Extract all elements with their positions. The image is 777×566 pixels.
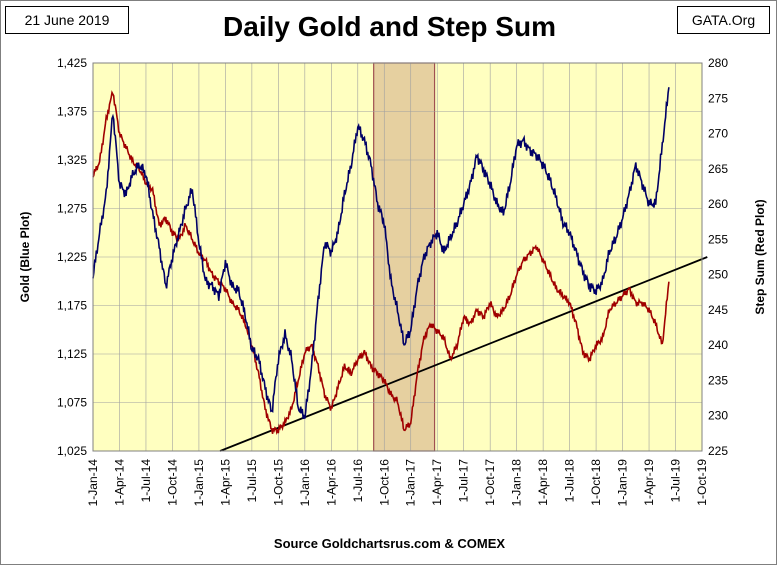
step-sum-series-line [92, 90, 670, 436]
right-tick-label: 225 [708, 444, 728, 458]
left-tick-label: 1,025 [57, 444, 87, 458]
x-tick-label: 1-Jan-17 [404, 459, 418, 507]
x-tick-label: 1-Oct-15 [271, 459, 285, 506]
x-tick-label: 1-Apr-14 [112, 459, 126, 506]
left-axis-ticks: 1,025 1,075 1,125 1,175 1,225 1,275 1,325 1,375… [57, 56, 87, 458]
right-axis-label: Step Sum (Red Plot) [753, 199, 767, 314]
x-tick-label: 1-Jul-17 [457, 459, 471, 503]
left-tick-label: 1,425 [57, 56, 87, 70]
x-axis-ticks: 1-Jan-14 1-Apr-14 1-Jul-14 1-Oct-14 1-Jan-15… [86, 459, 709, 507]
x-tick-label: 1-Oct-17 [483, 459, 497, 506]
date-label: 21 June 2019 [5, 6, 129, 34]
brand-label: GATA.Org [677, 6, 770, 34]
x-tick-label: 1-Jan-14 [86, 459, 100, 507]
right-tick-label: 240 [708, 338, 728, 352]
x-tick-label: 1-Apr-19 [642, 459, 656, 506]
x-tick-label: 1-Oct-16 [377, 459, 391, 506]
x-tick-label: 1-Jul-19 [669, 459, 683, 503]
left-tick-label: 1,075 [57, 396, 87, 410]
gold-series-line [92, 87, 670, 420]
right-tick-label: 275 [708, 91, 728, 105]
right-tick-label: 265 [708, 162, 728, 176]
chart-title: Daily Gold and Step Sum [223, 11, 556, 42]
x-tick-label: 1-Jul-16 [351, 459, 365, 503]
right-tick-label: 280 [708, 56, 728, 70]
x-tick-label: 1-Apr-18 [536, 459, 550, 506]
right-tick-label: 250 [708, 268, 728, 282]
x-tick-label: 1-Jul-14 [139, 459, 153, 503]
left-tick-label: 1,375 [57, 105, 87, 119]
x-tick-label: 1-Jan-19 [616, 459, 630, 507]
right-tick-label: 255 [708, 232, 728, 246]
right-tick-label: 270 [708, 127, 728, 141]
left-tick-label: 1,325 [57, 153, 87, 167]
x-tick-label: 1-Oct-14 [165, 459, 179, 506]
x-tick-label: 1-Jan-18 [510, 459, 524, 507]
left-tick-label: 1,175 [57, 299, 87, 313]
left-tick-label: 1,275 [57, 202, 87, 216]
right-tick-label: 245 [708, 303, 728, 317]
x-tick-label: 1-Jan-16 [298, 459, 312, 507]
source-note: Source Goldchartsrus.com & COMEX [273, 536, 506, 551]
x-tick-label: 1-Jan-15 [192, 459, 206, 507]
right-tick-label: 235 [708, 373, 728, 387]
x-tick-label: 1-Oct-18 [589, 459, 603, 506]
x-tick-label: 1-Apr-16 [324, 459, 338, 506]
plot-border [92, 62, 703, 452]
trend-line [219, 256, 708, 452]
left-tick-label: 1,225 [57, 250, 87, 264]
x-tick-label: 1-Apr-17 [430, 459, 444, 506]
right-tick-label: 260 [708, 197, 728, 211]
left-axis-label: Gold (Blue Plot) [18, 212, 32, 303]
left-tick-label: 1,125 [57, 347, 87, 361]
x-tick-label: 1-Apr-15 [218, 459, 232, 506]
right-tick-label: 230 [708, 409, 728, 423]
x-tick-label: 1-Jul-18 [563, 459, 577, 503]
x-tick-label: 1-Jul-15 [245, 459, 259, 503]
right-axis-ticks: 225 230 235 240 245 250 255 260 265 270 275 280 [708, 56, 728, 458]
x-tick-label: 1-Oct-19 [695, 459, 709, 506]
